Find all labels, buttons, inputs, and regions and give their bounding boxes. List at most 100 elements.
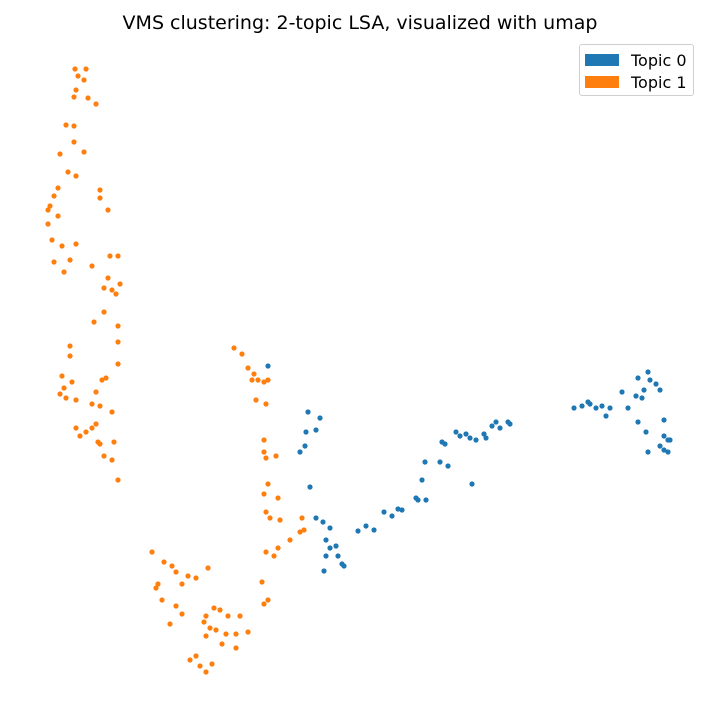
topic-1-point [271, 553, 277, 559]
topic-1-point [67, 257, 73, 263]
topic-1-point [67, 353, 73, 359]
topic-1-point [93, 421, 99, 427]
topic-1-point [115, 361, 121, 367]
topic-0-point [335, 553, 341, 559]
topic-1-point [73, 425, 79, 431]
topic-1-point [179, 611, 185, 617]
topic-1-point [173, 569, 179, 575]
topic-0-point [665, 449, 671, 455]
topic-0-point [603, 413, 609, 419]
topic-0-point [381, 509, 387, 515]
topic-1-point [115, 339, 121, 345]
topic-1-point [101, 285, 107, 291]
topic-1-point [101, 453, 107, 459]
topic-1-point [149, 549, 155, 555]
topic-1-point [69, 379, 75, 385]
topic-1-point [263, 455, 269, 461]
topic-1-point [267, 515, 273, 521]
topic-1-point [249, 377, 255, 383]
topic-1-point [61, 385, 67, 391]
chart-title: VMS clustering: 2-topic LSA, visualized … [122, 12, 598, 34]
topic-0-point [587, 401, 593, 407]
topic-0-point [303, 429, 309, 435]
topic-1-point [111, 439, 117, 445]
topic-1-point [83, 429, 89, 435]
series-topic-1 [45, 66, 307, 675]
topic-1-point [263, 549, 269, 555]
topic-1-point [97, 187, 103, 193]
topic-1-point [225, 613, 231, 619]
topic-0-point [639, 395, 645, 401]
topic-1-point [261, 601, 267, 607]
topic-1-point [93, 101, 99, 107]
topic-1-point [219, 641, 225, 647]
topic-1-point [203, 613, 209, 619]
topic-0-point [307, 484, 313, 490]
topic-1-point [233, 631, 239, 637]
topic-0-point [363, 523, 369, 529]
topic-0-point [442, 441, 448, 447]
topic-1-point [71, 94, 77, 100]
topic-1-point [99, 377, 105, 383]
topic-1-point [169, 563, 175, 569]
topic-0-point [399, 507, 405, 513]
topic-1-point [275, 495, 281, 501]
topic-1-point [89, 263, 95, 269]
topic-0-point [599, 403, 605, 409]
topic-0-point [489, 423, 495, 429]
legend-swatch-topic-0 [585, 54, 619, 66]
topic-1-point [71, 139, 77, 145]
legend-label-topic-0: Topic 0 [631, 50, 687, 70]
topic-1-point [51, 193, 57, 199]
topic-1-point [179, 581, 185, 587]
topic-0-point [395, 506, 401, 512]
topic-1-point [89, 401, 95, 407]
topic-0-point [323, 537, 329, 543]
topic-1-point [83, 66, 89, 72]
topic-0-point [661, 447, 667, 453]
topic-0-point [645, 369, 651, 375]
topic-0-point [415, 497, 421, 503]
topic-1-point [81, 149, 87, 155]
topic-0-point [469, 481, 475, 487]
topic-0-point [313, 427, 319, 433]
topic-1-point [193, 653, 199, 659]
topic-0-point [389, 513, 395, 519]
topic-0-point [445, 463, 451, 469]
topic-1-point [47, 203, 53, 209]
topic-0-point [607, 405, 613, 411]
topic-0-point [341, 563, 347, 569]
legend-item-topic-0: Topic 0 [585, 50, 687, 70]
topic-0-point [423, 497, 429, 503]
topic-1-point [45, 221, 51, 227]
topic-0-point [657, 387, 663, 393]
topic-1-point [217, 607, 223, 613]
topic-1-point [173, 603, 179, 609]
topic-0-point [571, 405, 577, 411]
topic-0-point [579, 403, 585, 409]
topic-1-point [59, 373, 65, 379]
topic-0-point [653, 381, 659, 387]
topic-1-point [211, 605, 217, 611]
legend-item-topic-1: Topic 1 [585, 72, 687, 92]
topic-1-point [59, 243, 65, 249]
topic-1-point [245, 365, 251, 371]
topic-0-point [320, 519, 326, 525]
topic-1-point [209, 661, 215, 667]
topic-1-point [117, 281, 123, 287]
topic-1-point [223, 631, 229, 637]
topic-0-point [321, 568, 327, 574]
topic-1-point [153, 585, 159, 591]
topic-1-point [275, 545, 281, 551]
topic-1-point [93, 389, 99, 395]
topic-1-point [73, 241, 79, 247]
topic-1-point [159, 597, 165, 603]
topic-1-point [91, 319, 97, 325]
topic-0-point [643, 429, 649, 435]
topic-1-point [205, 565, 211, 571]
topic-1-point [231, 345, 237, 351]
topic-0-point [355, 528, 361, 534]
topic-0-point [419, 477, 425, 483]
topic-0-point [633, 393, 639, 399]
topic-1-point [261, 379, 267, 385]
